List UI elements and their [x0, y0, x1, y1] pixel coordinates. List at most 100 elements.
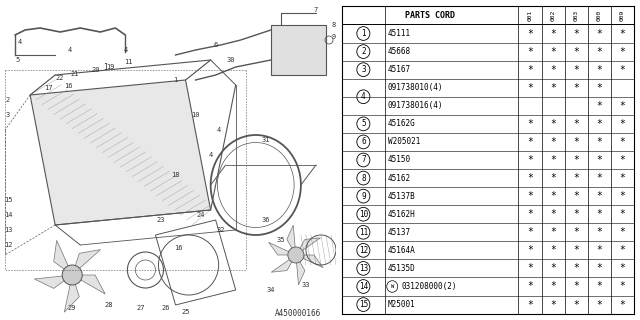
Text: 28: 28	[104, 302, 113, 308]
Text: 002: 002	[550, 10, 556, 21]
Text: *: *	[573, 245, 579, 255]
Text: 091738010(4): 091738010(4)	[388, 83, 443, 92]
Text: *: *	[596, 119, 602, 129]
Text: 12: 12	[4, 242, 12, 248]
Text: 9: 9	[332, 34, 336, 40]
Text: *: *	[596, 209, 602, 219]
Text: 21: 21	[71, 71, 79, 77]
Text: 13: 13	[4, 227, 12, 233]
Text: 45164A: 45164A	[388, 246, 415, 255]
Text: PARTS CORD: PARTS CORD	[405, 11, 455, 20]
Text: 15: 15	[359, 300, 368, 309]
Text: 4: 4	[216, 127, 221, 133]
Text: *: *	[620, 209, 625, 219]
Text: *: *	[573, 227, 579, 237]
Text: 45135D: 45135D	[388, 264, 415, 273]
Text: *: *	[573, 65, 579, 75]
Text: *: *	[620, 137, 625, 147]
Text: 45668: 45668	[388, 47, 411, 56]
Text: 6: 6	[214, 42, 218, 48]
Polygon shape	[72, 275, 105, 294]
Text: 8: 8	[361, 173, 365, 183]
Text: 4: 4	[209, 152, 212, 158]
Text: *: *	[573, 155, 579, 165]
Text: 1: 1	[173, 77, 178, 83]
Text: 7: 7	[361, 156, 365, 164]
Text: 29: 29	[68, 305, 76, 311]
Text: *: *	[550, 28, 556, 38]
Polygon shape	[296, 255, 323, 268]
Text: *: *	[596, 155, 602, 165]
Polygon shape	[296, 238, 321, 255]
Text: *: *	[573, 47, 579, 57]
Text: *: *	[596, 47, 602, 57]
Text: 4: 4	[361, 92, 365, 101]
Text: *: *	[573, 28, 579, 38]
Text: *: *	[527, 173, 533, 183]
Text: *: *	[620, 227, 625, 237]
Text: *: *	[620, 191, 625, 201]
Text: *: *	[596, 65, 602, 75]
Text: 11: 11	[124, 59, 132, 65]
Text: *: *	[620, 28, 625, 38]
Polygon shape	[30, 80, 211, 225]
Polygon shape	[35, 275, 72, 288]
Text: *: *	[550, 245, 556, 255]
Text: 23: 23	[156, 217, 164, 223]
Text: 45150: 45150	[388, 156, 411, 164]
Text: *: *	[550, 83, 556, 93]
Text: *: *	[527, 263, 533, 273]
Text: 30: 30	[227, 57, 235, 63]
Text: 45167: 45167	[388, 65, 411, 74]
Text: 45162H: 45162H	[388, 210, 415, 219]
Text: 15: 15	[4, 197, 12, 203]
Text: 45162G: 45162G	[388, 119, 415, 128]
Text: *: *	[527, 245, 533, 255]
Text: 2: 2	[6, 97, 10, 103]
Text: *: *	[596, 137, 602, 147]
Text: 32: 32	[216, 227, 225, 233]
Text: *: *	[550, 173, 556, 183]
Text: *: *	[573, 282, 579, 292]
Text: 27: 27	[136, 305, 145, 311]
Text: *: *	[527, 47, 533, 57]
Text: *: *	[550, 155, 556, 165]
Text: *: *	[527, 282, 533, 292]
Circle shape	[288, 247, 304, 263]
Text: *: *	[620, 47, 625, 57]
Text: *: *	[620, 245, 625, 255]
Text: *: *	[573, 263, 579, 273]
Text: *: *	[596, 28, 602, 38]
Text: *: *	[620, 101, 625, 111]
Bar	[271, 25, 326, 75]
Text: *: *	[527, 65, 533, 75]
Text: A450000166: A450000166	[275, 308, 321, 317]
Text: 18: 18	[172, 172, 180, 178]
Polygon shape	[287, 225, 296, 255]
Text: W: W	[390, 284, 394, 289]
Text: *: *	[620, 282, 625, 292]
Text: *: *	[596, 300, 602, 309]
Text: *: *	[573, 83, 579, 93]
Text: *: *	[596, 245, 602, 255]
Text: *: *	[550, 227, 556, 237]
Text: *: *	[527, 119, 533, 129]
Polygon shape	[271, 255, 296, 272]
Text: *: *	[573, 300, 579, 309]
Text: *: *	[596, 101, 602, 111]
Text: 22: 22	[56, 75, 65, 81]
Text: 45137B: 45137B	[388, 192, 415, 201]
Text: 11: 11	[359, 228, 368, 237]
Text: *: *	[527, 155, 533, 165]
Polygon shape	[269, 242, 296, 255]
Text: 1: 1	[361, 29, 365, 38]
Text: 26: 26	[161, 305, 170, 311]
Text: 000: 000	[596, 10, 602, 21]
Text: 33: 33	[301, 282, 310, 288]
Text: 001: 001	[527, 10, 532, 21]
Text: 45137: 45137	[388, 228, 411, 237]
Text: 14: 14	[4, 212, 12, 218]
Text: *: *	[550, 65, 556, 75]
Text: *: *	[527, 28, 533, 38]
Text: *: *	[527, 227, 533, 237]
